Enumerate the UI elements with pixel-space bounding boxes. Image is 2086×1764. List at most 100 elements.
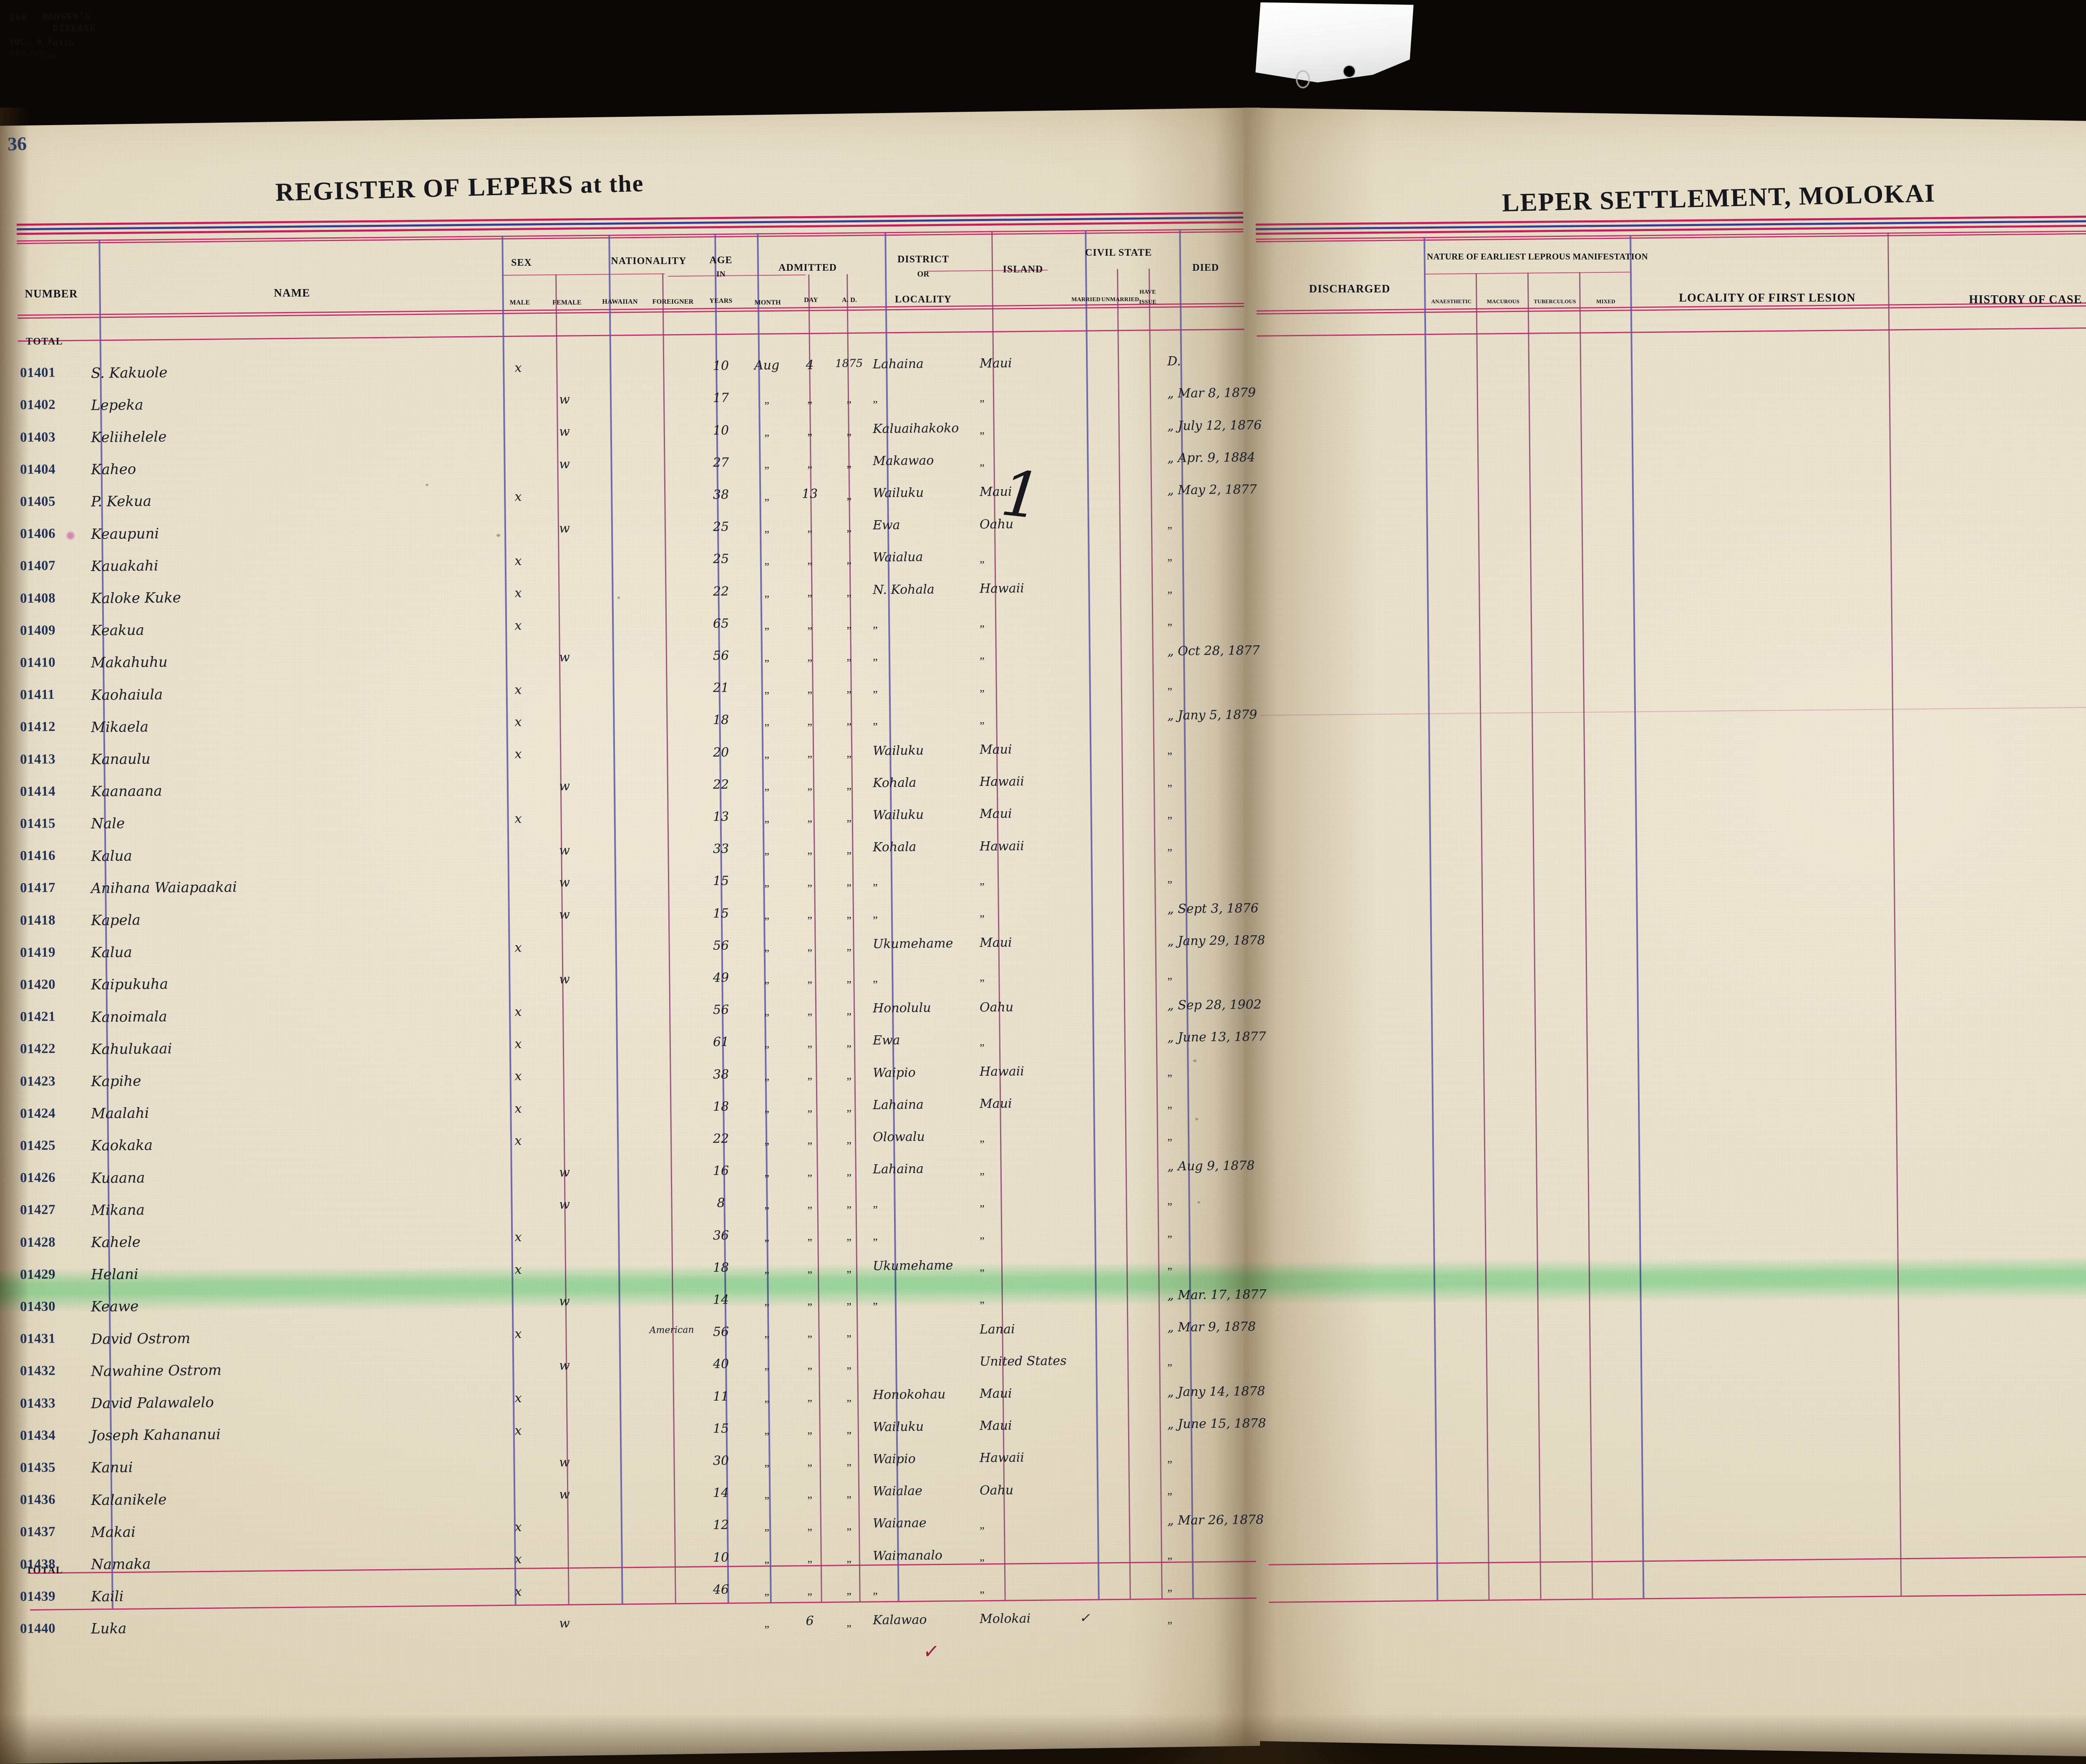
header-age: Age [709, 255, 733, 266]
cell-male: x [514, 1101, 522, 1116]
cell-month: „ [764, 1231, 769, 1243]
cell-month: „ [764, 1456, 769, 1469]
cell-died: „ [1167, 583, 1172, 595]
cell-island: „ [979, 649, 985, 662]
header-mixed: Mixed [1596, 298, 1615, 304]
header-sex-male: Male [509, 299, 530, 306]
cell-died: „ [1167, 1581, 1172, 1593]
header-admitted-month: Month [754, 299, 781, 306]
tag-department: HEALTH/CON [10, 49, 58, 61]
header-admitted-ad: A. D. [841, 297, 857, 304]
cell-day: „ [807, 1231, 812, 1243]
cell-female: w [559, 843, 570, 858]
cell-died: „ Sep 28, 1902 [1167, 997, 1262, 1013]
total-label-bottom-left: TOTAL [26, 1565, 63, 1576]
cell-locality: „ [872, 1584, 878, 1596]
cell-female: w [559, 972, 570, 987]
row-number: 01405 [20, 494, 56, 510]
cell-month: „ [764, 1520, 769, 1533]
cell-month: Aug [754, 358, 780, 373]
cell-died: „ [1167, 1195, 1172, 1207]
vrule-macurous [1527, 272, 1542, 1599]
cell-female: w [559, 1455, 570, 1470]
cell-month: „ [764, 522, 769, 535]
cell-locality: Ewa [872, 1033, 900, 1048]
cell-island: Maui [979, 1418, 1012, 1434]
row-number: 01435 [20, 1460, 56, 1476]
cell-name: Kaohaiula [91, 686, 163, 704]
cell-day: „ [807, 1553, 812, 1565]
cell-ad: „ [846, 1584, 852, 1597]
cell-male: x [514, 1326, 522, 1341]
cell-month: „ [764, 1392, 769, 1404]
cell-month: „ [764, 1424, 769, 1437]
cell-island: Oahu [979, 999, 1014, 1015]
cell-island: „ [979, 1228, 985, 1241]
header-died: Died [1192, 262, 1219, 273]
cell-male: x [514, 554, 522, 569]
cell-age: 10 [713, 1550, 729, 1565]
cell-day: „ [807, 458, 812, 470]
cell-age: 10 [713, 423, 729, 438]
cell-locality: Wailuku [872, 1419, 924, 1434]
cell-male: x [514, 940, 522, 955]
cell-ad: „ [846, 1165, 852, 1178]
cell-ad: „ [846, 1198, 852, 1210]
cell-locality: Lahaina [872, 357, 924, 372]
header-history-of-case: History of Case [1969, 293, 2082, 306]
cell-age: 38 [713, 487, 729, 502]
cell-day: 4 [806, 357, 814, 372]
hrule-nature-sub [1423, 272, 1630, 275]
cell-day: „ [807, 1005, 812, 1017]
cell-died: „ Jany 14, 1878 [1167, 1384, 1265, 1399]
cell-ad: „ [846, 457, 852, 470]
cell-island: „ [979, 1293, 985, 1306]
row-number: 01410 [20, 655, 56, 671]
header-district-locality: Locality [894, 294, 952, 305]
cell-male: x [514, 618, 522, 633]
cell-died: „ [1167, 1452, 1172, 1465]
cell-locality: Wailuku [872, 485, 924, 501]
cell-name: Lepeka [91, 396, 144, 414]
cell-island: „ [979, 1261, 985, 1273]
cell-month: „ [764, 426, 769, 438]
cell-day: „ [807, 1359, 812, 1371]
vrule-hawaiian [662, 273, 676, 1603]
row-number: 01428 [20, 1234, 56, 1250]
vrule-mixed [1630, 235, 1645, 1598]
cell-ad: „ [846, 682, 852, 695]
cell-day: „ [807, 1295, 812, 1307]
cell-island: „ [979, 1550, 985, 1563]
header-age-in: in [716, 270, 726, 279]
cell-male: x [514, 1230, 522, 1245]
cell-day: „ [807, 522, 812, 534]
row-number: 01425 [20, 1138, 56, 1154]
vrule-discharged [1423, 237, 1439, 1600]
cell-day: „ [807, 1520, 812, 1532]
cell-female: w [559, 1294, 570, 1309]
cell-ad: „ [846, 1552, 852, 1565]
cell-age: 15 [713, 1421, 729, 1436]
cell-locality: „ [872, 393, 878, 405]
tag-title-line2: DISEASE [53, 23, 96, 34]
cell-month: „ [764, 1070, 769, 1082]
row-number: 01439 [20, 1589, 56, 1604]
cell-male: x [514, 1552, 522, 1567]
cell-month: „ [764, 1585, 769, 1598]
cell-female: w [559, 875, 570, 890]
cell-age: 22 [713, 1131, 729, 1146]
cell-locality: N. Kohala [872, 582, 935, 597]
cell-locality: „ [872, 682, 878, 695]
cell-locality: Honolulu [872, 1000, 931, 1016]
cell-ad: „ [846, 650, 852, 663]
cell-locality: „ [872, 1230, 878, 1242]
header-married: Married [1071, 297, 1101, 303]
cell-day: „ [807, 1424, 812, 1436]
cell-locality: Lahaina [872, 1162, 924, 1177]
cell-month: „ [764, 1263, 769, 1276]
cell-died: „ [1167, 744, 1172, 756]
cell-died: „ [1167, 1130, 1172, 1143]
cell-day: „ [807, 1585, 812, 1597]
paper-speck [1197, 1201, 1200, 1203]
cell-male: x [514, 489, 522, 504]
